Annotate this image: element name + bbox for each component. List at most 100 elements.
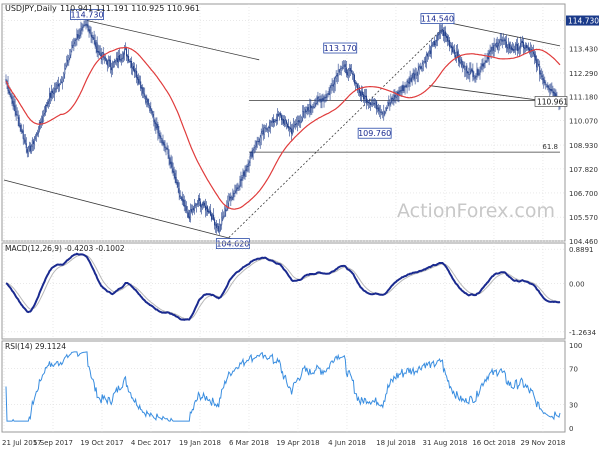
candle-body [44, 105, 47, 113]
candle-body [132, 67, 134, 69]
candle-body [371, 103, 373, 105]
price-callouts: 114.730 104.620 113.170 114.540 109.760 [70, 9, 455, 249]
candle-body [277, 114, 279, 116]
candle-body [14, 105, 16, 112]
candle-body [542, 77, 544, 81]
candle-body [504, 39, 506, 42]
candle-body [76, 33, 78, 39]
candle-body [457, 51, 459, 57]
candle-body [92, 37, 94, 39]
candle-body [342, 66, 344, 69]
date-tick-label: 6 Mar 2018 [229, 439, 269, 447]
candle-body [206, 206, 208, 210]
candle-body [491, 46, 493, 52]
candle-body [381, 111, 383, 113]
price-tick-label: 113.430 [569, 45, 598, 53]
candle-body [47, 102, 49, 106]
candle-body [18, 117, 20, 127]
candle-body [431, 44, 433, 46]
candle-body [519, 42, 521, 49]
candle-body [171, 161, 173, 168]
candle-body [313, 106, 315, 108]
candle-body [234, 190, 236, 194]
candle-body [503, 39, 505, 41]
candle-body [549, 89, 551, 91]
candle-body [456, 52, 458, 60]
candle-body [128, 56, 130, 62]
candle-body [134, 69, 136, 73]
candle-body [179, 195, 181, 198]
candle-body [439, 31, 441, 33]
candle-body [363, 94, 365, 100]
candle-body [245, 169, 247, 171]
candle-body [232, 192, 234, 198]
candle-body [184, 205, 186, 207]
candle-body [317, 96, 319, 99]
candle-body [205, 205, 207, 211]
candle-body [320, 98, 322, 103]
candle-body [65, 65, 67, 69]
candle-body [474, 76, 476, 79]
candle-body [36, 133, 38, 135]
candle-body [544, 82, 546, 84]
candle-body [109, 59, 111, 68]
date-tick-label: 4 Dec 2017 [131, 439, 171, 447]
candle-body [336, 74, 338, 78]
candle-body [515, 43, 517, 46]
candle-body [341, 67, 343, 69]
candle-body [451, 45, 453, 49]
candle-body [78, 35, 80, 39]
candle-body [434, 42, 436, 45]
watermark: ActionForex.com [397, 200, 555, 222]
candle-body [136, 70, 138, 78]
candle-body [143, 93, 145, 95]
candle-body [144, 94, 146, 97]
candle-body [224, 208, 226, 217]
candle-body [354, 82, 356, 84]
candle-body [126, 48, 128, 57]
candle-body [202, 201, 204, 207]
candle-body [139, 81, 141, 83]
candle-body [331, 84, 333, 86]
candle-body [465, 66, 467, 71]
price-tick-label: 110.070 [569, 118, 598, 126]
candle-body [460, 59, 462, 63]
candle-body [208, 210, 210, 213]
candle-body [33, 139, 35, 145]
candle-body [260, 133, 262, 139]
date-tick-label: 19 Oct 2017 [80, 439, 123, 447]
candle-body [391, 98, 393, 100]
candle-body [358, 87, 360, 93]
candle-body [210, 210, 212, 216]
candle-body [154, 121, 156, 124]
candle-body [443, 30, 445, 36]
candle-body [353, 74, 355, 84]
candle-body [366, 95, 368, 103]
rsi-tick-label: 100 [569, 342, 582, 350]
candle-body [440, 30, 442, 33]
candle-body [182, 199, 184, 202]
date-tick-label: 4 Jun 2018 [328, 439, 366, 447]
candle-body [193, 205, 195, 211]
candle-body [311, 107, 313, 109]
candle-body [419, 66, 421, 69]
candle-body [309, 104, 311, 113]
candle-body [59, 83, 61, 86]
candle-body [30, 145, 32, 152]
candle-body [265, 128, 267, 130]
candle-body [160, 136, 162, 139]
candle-body [351, 73, 353, 75]
candle-body [538, 63, 540, 66]
candle-body [152, 114, 154, 117]
last-price-label: 110.961 [537, 97, 568, 106]
candle-body [19, 125, 21, 127]
candle-body [121, 57, 123, 59]
candle-body [463, 65, 465, 68]
candle-body [432, 41, 434, 45]
candle-body [387, 102, 389, 108]
candle-body [53, 92, 55, 94]
candle-body [379, 111, 381, 113]
candle-body [384, 111, 386, 113]
macd-tick-label: 0.8891 [569, 246, 594, 254]
candle-body [327, 93, 329, 95]
